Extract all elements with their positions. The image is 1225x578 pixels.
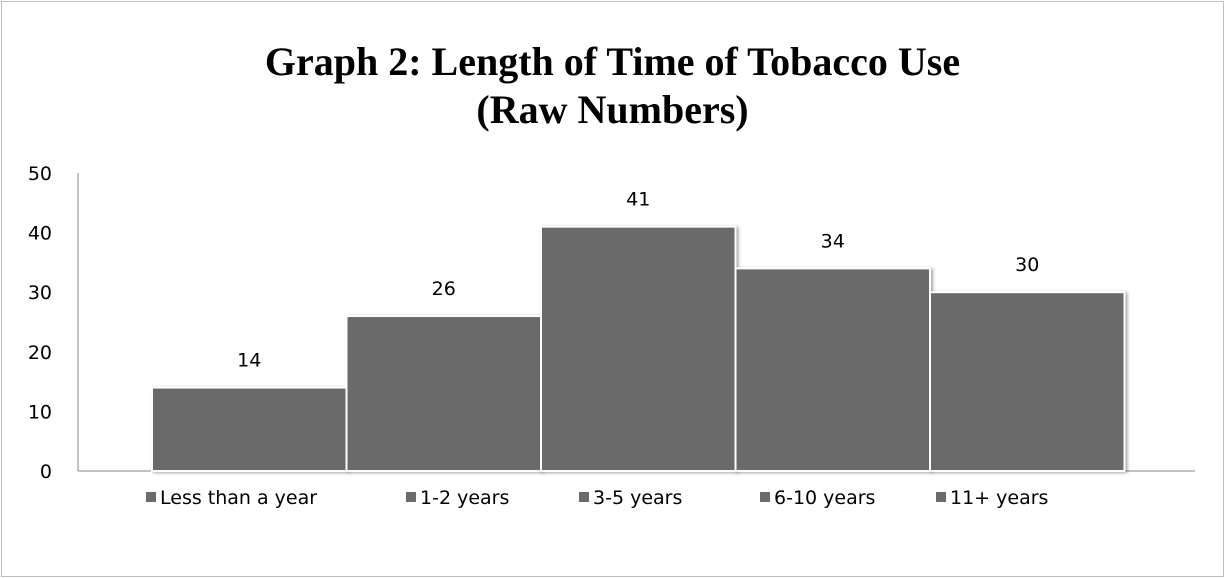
chart-title-line2: (Raw Numbers) bbox=[476, 87, 749, 132]
legend-swatch bbox=[146, 492, 156, 502]
chart-title-line1: Graph 2: Length of Time of Tobacco Use bbox=[264, 39, 961, 84]
bar-1-2-years bbox=[345, 315, 542, 473]
legend-swatch bbox=[760, 492, 770, 502]
legend-swatch bbox=[406, 492, 416, 502]
bar-less-than-a-year bbox=[151, 386, 348, 472]
y-tick-label: 40 bbox=[28, 223, 52, 245]
legend-label: 11+ years bbox=[950, 487, 1048, 509]
data-label: 34 bbox=[821, 230, 845, 252]
data-label: 14 bbox=[237, 350, 261, 372]
data-label: 30 bbox=[1015, 254, 1039, 276]
legend-label: 1-2 years bbox=[420, 487, 509, 509]
y-tick-label: 50 bbox=[28, 163, 52, 185]
y-tick-label: 10 bbox=[28, 401, 52, 423]
chart-title: Graph 2: Length of Time of Tobacco Use (… bbox=[0, 38, 1225, 134]
legend-item: Less than a year bbox=[146, 487, 317, 509]
legend-swatch bbox=[936, 492, 946, 502]
y-tick-label: 0 bbox=[40, 461, 52, 483]
bar-6-10-years bbox=[734, 267, 931, 472]
legend-label: 3-5 years bbox=[593, 487, 682, 509]
legend-item: 3-5 years bbox=[579, 487, 682, 509]
data-label: 26 bbox=[432, 278, 456, 300]
legend-label: 6-10 years bbox=[774, 487, 875, 509]
legend-item: 11+ years bbox=[936, 487, 1048, 509]
legend-swatch bbox=[579, 492, 589, 502]
bar-3-5-years bbox=[540, 225, 737, 472]
legend-item: 1-2 years bbox=[406, 487, 509, 509]
data-label: 41 bbox=[626, 189, 650, 211]
legend-item: 6-10 years bbox=[760, 487, 875, 509]
bar-11-years bbox=[929, 291, 1126, 473]
legend-label: Less than a year bbox=[160, 487, 317, 509]
y-tick-label: 30 bbox=[28, 282, 52, 304]
y-tick-label: 20 bbox=[28, 342, 52, 364]
